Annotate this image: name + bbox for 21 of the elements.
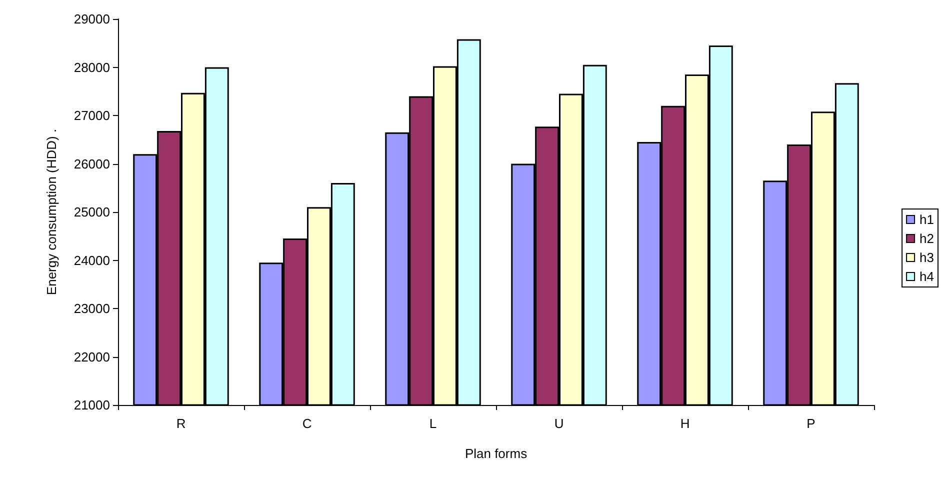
legend-label: h3 xyxy=(920,250,934,265)
x-tick-label: L xyxy=(429,416,437,431)
y-axis-title: Energy consumption (HDD) . xyxy=(44,128,59,296)
x-axis-title: Plan forms xyxy=(464,446,528,461)
y-tick-label: 28000 xyxy=(74,60,110,75)
y-tick-label: 29000 xyxy=(74,12,110,26)
legend-label: h1 xyxy=(920,212,934,227)
y-tick-label: 26000 xyxy=(74,156,110,172)
y-tick-label: 27000 xyxy=(74,108,110,123)
x-tick-label: H xyxy=(680,416,690,431)
y-tick-label: 25000 xyxy=(74,204,110,220)
y-tick-label: 24000 xyxy=(74,252,110,268)
y-tick-label: 21000 xyxy=(74,398,110,412)
legend-label: h2 xyxy=(920,231,934,246)
x-tick-label: C xyxy=(302,416,312,431)
y-tick-label: 23000 xyxy=(74,301,110,316)
x-tick-label: P xyxy=(806,416,816,431)
y-tick-label: 22000 xyxy=(74,349,110,364)
legend-label: h4 xyxy=(920,269,934,284)
x-tick-label: R xyxy=(176,416,186,431)
x-tick-label: U xyxy=(554,416,564,431)
